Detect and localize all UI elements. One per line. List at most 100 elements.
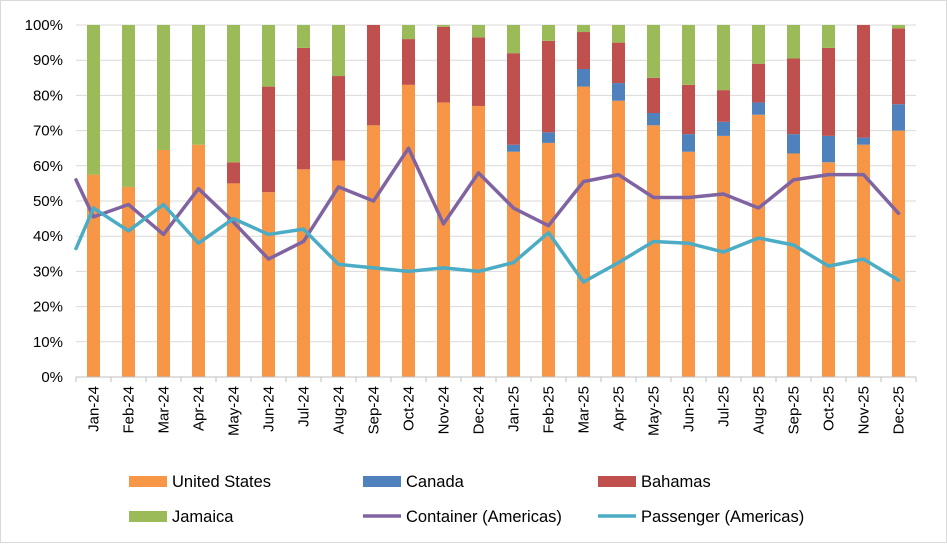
bar-canada xyxy=(682,134,695,152)
legend-item-bahamas: Bahamas xyxy=(598,473,711,491)
lines xyxy=(74,146,901,284)
bar-canada xyxy=(857,137,870,145)
y-tick-label: 30% xyxy=(33,263,63,280)
legend-label: United States xyxy=(172,473,271,491)
legend-swatch xyxy=(129,511,167,522)
legend-item-container-americas: Container (Americas) xyxy=(363,508,562,526)
bar-united-states xyxy=(787,153,800,377)
bar-jamaica xyxy=(542,25,555,41)
bar-bahamas xyxy=(472,37,485,106)
bar-canada xyxy=(577,69,590,87)
bar-united-states xyxy=(87,174,100,377)
bar-canada xyxy=(892,104,905,131)
y-tick-label: 20% xyxy=(33,299,63,316)
bar-jamaica xyxy=(472,25,485,38)
bar-jamaica xyxy=(822,25,835,48)
bar-united-states xyxy=(822,162,835,377)
y-tick-label: 80% xyxy=(33,87,63,104)
y-tick-label: 50% xyxy=(33,193,63,210)
x-tick-label: Jun-24 xyxy=(261,386,278,432)
legend-swatch xyxy=(129,476,167,487)
x-tick-label: Dec-25 xyxy=(891,386,908,434)
legend-label: Jamaica xyxy=(172,508,234,526)
x-tick-label: Mar-24 xyxy=(156,386,173,434)
x-tick-label: Mar-25 xyxy=(576,386,593,434)
bar-united-states xyxy=(367,125,380,377)
bar-united-states xyxy=(647,125,660,377)
bar-jamaica xyxy=(332,25,345,77)
legend-item-passenger-americas: Passenger (Americas) xyxy=(598,508,804,526)
bar-united-states xyxy=(227,183,240,377)
bar-bahamas xyxy=(367,25,380,126)
legend-item-canada: Canada xyxy=(363,473,465,491)
line-passenger-americas xyxy=(74,202,901,284)
legend-label: Canada xyxy=(406,473,465,491)
bar-jamaica xyxy=(157,25,170,150)
bar-united-states xyxy=(332,160,345,377)
y-tick-label: 70% xyxy=(33,123,63,140)
bar-canada xyxy=(612,83,625,101)
x-tick-label: Oct-25 xyxy=(821,386,838,431)
y-tick-label: 0% xyxy=(41,369,63,386)
bar-jamaica xyxy=(297,25,310,48)
bar-jamaica xyxy=(262,25,275,87)
bar-bahamas xyxy=(577,32,590,69)
legend-item-jamaica: Jamaica xyxy=(129,508,234,526)
legend-label: Bahamas xyxy=(641,473,711,491)
bar-jamaica xyxy=(717,25,730,91)
bar-united-states xyxy=(262,192,275,377)
y-tick-label: 90% xyxy=(33,52,63,69)
bar-bahamas xyxy=(892,28,905,105)
x-tick-label: Aug-25 xyxy=(751,386,768,434)
bar-united-states xyxy=(752,114,765,377)
bar-bahamas xyxy=(332,76,345,161)
x-tick-label: Jan-25 xyxy=(506,386,523,432)
bar-united-states xyxy=(122,186,135,377)
bar-united-states xyxy=(542,142,555,377)
bar-united-states xyxy=(612,100,625,378)
x-axis-ticks: Jan-24 Feb-24 Mar-24 Apr-24 May-24 Jun-24 Jul-… xyxy=(75,377,917,436)
bar-jamaica xyxy=(787,25,800,59)
bar-bahamas xyxy=(612,42,625,84)
x-tick-label: Sep-24 xyxy=(366,386,383,434)
x-tick-label: Apr-25 xyxy=(611,386,628,431)
bar-jamaica xyxy=(612,25,625,43)
bar-canada xyxy=(647,113,660,126)
y-tick-label: 60% xyxy=(33,158,63,175)
x-tick-label: Jan-24 xyxy=(86,386,103,432)
bar-bahamas xyxy=(437,26,450,103)
bar-canada xyxy=(542,132,555,143)
x-tick-label: Sep-25 xyxy=(786,386,803,434)
bar-bahamas xyxy=(402,39,415,85)
bar-bahamas xyxy=(297,47,310,170)
bar-bahamas xyxy=(857,25,870,138)
bar-canada xyxy=(507,144,520,152)
gridlines xyxy=(76,24,916,343)
x-tick-label: Nov-25 xyxy=(856,386,873,434)
bar-jamaica xyxy=(507,25,520,54)
x-tick-label: Dec-24 xyxy=(471,386,488,434)
bar-united-states xyxy=(577,86,590,377)
bar-canada xyxy=(787,134,800,154)
legend-item-united-states: United States xyxy=(129,473,271,491)
bar-bahamas xyxy=(822,47,835,136)
bar-bahamas xyxy=(717,90,730,122)
bar-united-states xyxy=(402,84,415,377)
bar-united-states xyxy=(157,149,170,377)
y-tick-label: 10% xyxy=(33,334,63,351)
bar-jamaica xyxy=(87,25,100,175)
y-tick-label: 100% xyxy=(25,17,63,34)
bar-united-states xyxy=(192,144,205,377)
bar-bahamas xyxy=(682,84,695,135)
bar-united-states xyxy=(297,169,310,377)
bar-united-states xyxy=(472,105,485,378)
y-axis-ticks: 0% 10% 20% 30% 40% 50% 60% 70% 80% 90% 100% xyxy=(25,17,63,386)
bar-united-states xyxy=(892,130,905,377)
bar-jamaica xyxy=(647,25,660,78)
bar-united-states xyxy=(682,151,695,377)
bar-bahamas xyxy=(542,40,555,133)
bar-jamaica xyxy=(402,25,415,40)
bar-united-states xyxy=(717,135,730,377)
